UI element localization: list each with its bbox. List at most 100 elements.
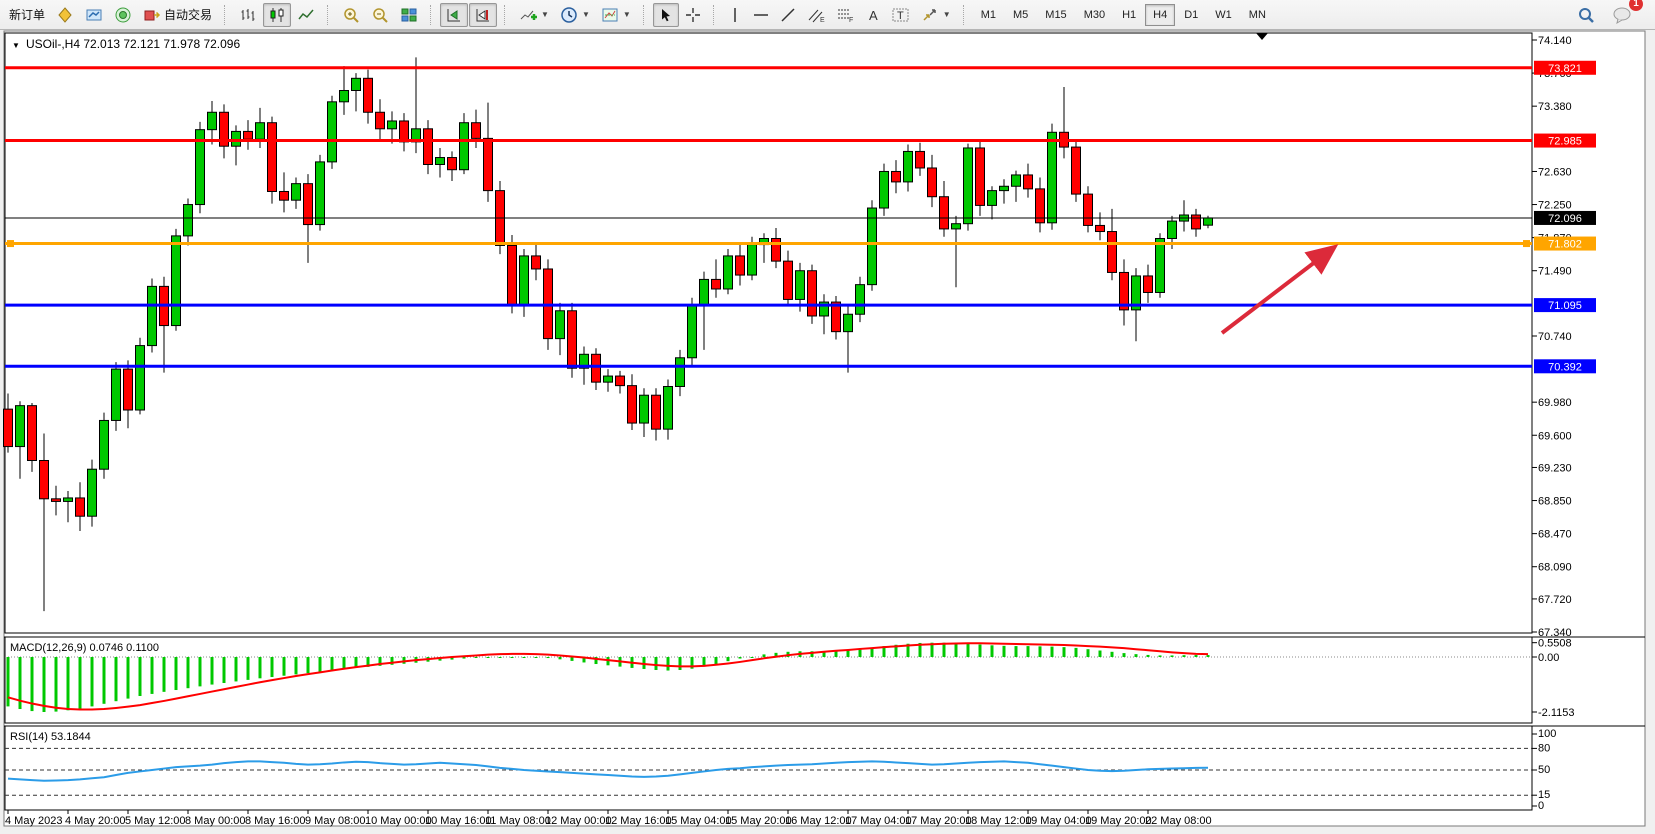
timeframe-h4[interactable]: H4 <box>1145 3 1176 26</box>
chart-shift-button[interactable] <box>469 2 498 27</box>
line-chart-button[interactable] <box>292 3 320 27</box>
candle <box>279 190 289 201</box>
candle <box>87 468 97 517</box>
svg-text:74.140: 74.140 <box>1538 35 1572 47</box>
market-watch-button[interactable] <box>80 3 108 27</box>
macd-signal-line <box>7 642 1209 711</box>
rsi-panel[interactable] <box>4 725 1533 811</box>
fibonacci-button[interactable]: F <box>831 3 859 27</box>
candle <box>567 310 577 369</box>
timeframe-m15[interactable]: M15 <box>1045 8 1067 21</box>
timeframe-d1[interactable]: D1 <box>1184 8 1199 21</box>
vertical-line-button[interactable] <box>723 3 747 27</box>
candle <box>735 255 745 276</box>
candle <box>1095 224 1105 233</box>
candle <box>471 122 481 139</box>
cursor-button[interactable] <box>652 2 679 27</box>
candlestick-layer <box>3 57 1213 612</box>
line-handle[interactable] <box>7 240 14 248</box>
candle <box>351 77 361 91</box>
date-label: 17 May 04:00 <box>845 815 912 827</box>
trend-arrow[interactable] <box>1220 244 1339 335</box>
date-label: 19 May 04:00 <box>1025 815 1092 827</box>
candle <box>39 459 49 500</box>
horizontal-line-icon <box>753 13 768 16</box>
rsi-indicator: RSI(14) 53.1844 100 80 50 150 <box>5 728 1556 812</box>
svg-text:70.740: 70.740 <box>1538 331 1572 343</box>
horizontal-line-button[interactable] <box>748 3 774 27</box>
toolbar-separator <box>224 4 229 25</box>
toolbar-separator <box>642 4 648 25</box>
candle <box>615 375 625 387</box>
candle <box>951 223 961 230</box>
candle <box>915 150 925 169</box>
candle <box>723 255 733 290</box>
zoom-in-icon <box>344 7 359 23</box>
svg-text:T: T <box>897 10 904 22</box>
macd-panel[interactable] <box>4 636 1533 724</box>
candle <box>1107 231 1117 273</box>
timeframe-m30[interactable]: M30 <box>1083 8 1106 21</box>
text-icon: A <box>869 8 878 23</box>
timeframe-w1[interactable]: W1 <box>1215 8 1232 21</box>
arrows-button[interactable]: ▼ <box>916 3 956 27</box>
new-order-label: 新订单 <box>9 8 46 22</box>
timeframe-m5[interactable]: M5 <box>1013 8 1029 21</box>
new-order-button[interactable]: 新订单 <box>4 3 50 27</box>
chart-canvas[interactable]: ▼ USOil-,H4 72.013 72.121 71.978 72.096 74… <box>0 30 1655 834</box>
date-axis[interactable]: 4 May 2023 4 May 20:00 5 May 12:00 8 May 00… <box>5 810 1212 827</box>
candle <box>807 270 817 317</box>
line-handle[interactable] <box>1523 240 1530 248</box>
macd-label: MACD(12,26,9) 0.0746 0.1100 <box>10 642 159 654</box>
periods-caret-icon: ▼ <box>581 10 590 19</box>
candle <box>963 147 973 225</box>
candle <box>219 111 229 147</box>
candle <box>891 170 901 183</box>
candle <box>387 120 397 130</box>
tile-windows-button[interactable] <box>395 3 423 27</box>
text-label-button[interactable]: T <box>887 3 915 27</box>
timeframe-h1[interactable]: H1 <box>1122 8 1137 21</box>
candle <box>255 122 265 140</box>
candle <box>207 111 217 131</box>
autotrade-button[interactable]: 自动交易 <box>138 3 217 27</box>
zoom-out-button[interactable] <box>366 3 394 27</box>
notifications-button[interactable]: 1 <box>1607 0 1643 27</box>
date-label: 12 May 16:00 <box>605 815 672 827</box>
candle <box>699 278 709 307</box>
main-price-panel[interactable] <box>4 32 1533 634</box>
autoscroll-button[interactable] <box>440 2 469 27</box>
candle <box>183 204 193 237</box>
date-label: 15 May 04:00 <box>665 815 732 827</box>
date-label: 16 May 12:00 <box>785 815 852 827</box>
candle <box>603 375 613 383</box>
templates-button[interactable]: ▼ <box>596 3 636 27</box>
indicators-button[interactable]: ▼ <box>514 3 554 27</box>
fibonacci-icon: F <box>837 9 853 23</box>
timeframe-mn[interactable]: MN <box>1248 8 1266 21</box>
macd-indicator: MACD(12,26,9) 0.0746 0.1100 0.5508 0.00 -2.… <box>5 638 1575 719</box>
signal-button[interactable] <box>109 3 137 27</box>
equidistant-channel-button[interactable]: E <box>802 3 830 27</box>
indicators-caret-icon: ▼ <box>541 10 549 19</box>
price-axis[interactable]: 74.14073.76073.38072.63072.25071.87071.4… <box>1532 35 1596 639</box>
timeframe-m1[interactable]: M1 <box>980 8 996 21</box>
arrows-caret-icon: ▼ <box>942 10 951 19</box>
svg-text:-2.1153: -2.1153 <box>1538 707 1575 719</box>
candle <box>147 285 157 347</box>
candle <box>939 196 949 230</box>
order-diamond-button[interactable] <box>51 3 79 27</box>
chart-shift-marker[interactable] <box>1256 33 1268 40</box>
search-button[interactable] <box>1572 3 1600 27</box>
trendline-button[interactable] <box>775 3 801 27</box>
zoom-out-icon <box>373 7 388 23</box>
zoom-in-button[interactable] <box>337 3 365 27</box>
text-button[interactable]: A <box>860 3 886 27</box>
bar-chart-button[interactable] <box>234 3 262 27</box>
crosshair-button[interactable] <box>680 3 706 27</box>
candlestick-chart-button[interactable] <box>263 2 292 27</box>
cursor-icon <box>661 8 670 21</box>
date-label: 5 May 12:00 <box>125 815 186 827</box>
svg-text:0.5508: 0.5508 <box>1538 638 1572 650</box>
periods-button[interactable]: ▼ <box>555 3 595 27</box>
